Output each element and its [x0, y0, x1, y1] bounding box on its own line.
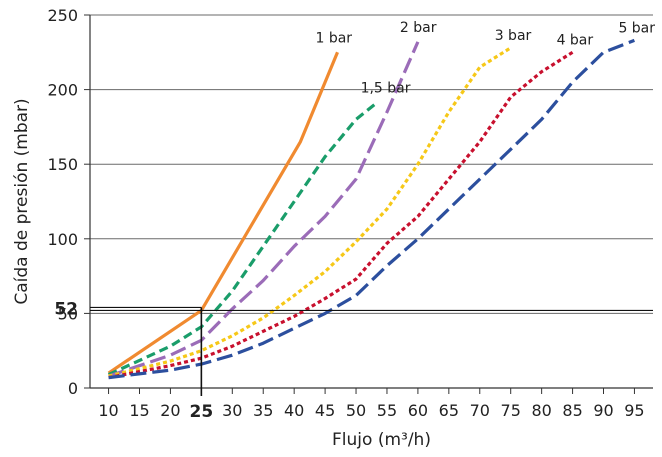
x-tick-label: 45	[315, 401, 335, 420]
series-line-1	[107, 51, 339, 375]
series-labels: 1 bar 1,5 bar 2 bar 3 bar 4 bar 5 bar	[315, 20, 655, 97]
series-label-6: 5 bar	[618, 20, 655, 36]
y-tick-labels: 0 50 100 150 200 250 52	[47, 6, 78, 398]
series-line-6	[108, 38, 635, 380]
y-tick-label: 0	[68, 379, 78, 398]
y-tick-label: 200	[47, 81, 78, 100]
series-label-1: 1 bar	[315, 30, 352, 46]
series-line-5	[108, 50, 574, 380]
x-tick-labels: 10 15 20 30 35 40 45 50 55 60 65 70 75 80 85 90 95 25	[98, 401, 644, 422]
x-tick-label: 55	[377, 401, 397, 420]
x-tick-label: 80	[531, 401, 551, 420]
x-tick-label: 70	[470, 401, 490, 420]
x-tick-label: 95	[624, 401, 644, 420]
x-tick-label: 20	[160, 401, 180, 420]
x-tick-label: 10	[98, 401, 118, 420]
series-label-4: 3 bar	[495, 28, 532, 44]
x-tick-label: 15	[129, 401, 149, 420]
axes	[84, 14, 653, 394]
x-axis-title: Flujo (m³/h)	[332, 430, 431, 450]
x-tick-label: 65	[439, 401, 459, 420]
highlight-y-label: 52	[54, 299, 78, 319]
highlight-lines	[90, 306, 653, 396]
series-label-3: 2 bar	[400, 20, 437, 36]
y-tick-label: 250	[47, 6, 78, 25]
x-tick-label: 50	[346, 401, 366, 420]
x-tick-label: 85	[562, 401, 582, 420]
y-tick-label: 100	[47, 230, 78, 249]
series-line-4	[108, 46, 512, 378]
x-tick-label: 90	[593, 401, 613, 420]
x-tick-label: 30	[222, 401, 242, 420]
x-tick-label: 60	[408, 401, 428, 420]
y-tick-label: 50	[58, 304, 78, 323]
series-lines	[107, 38, 635, 380]
series-label-5: 4 bar	[557, 32, 594, 48]
x-tick-label: 35	[253, 401, 273, 420]
x-tick-label: 75	[501, 401, 521, 420]
x-tick-label: 40	[284, 401, 304, 420]
gridlines	[90, 14, 653, 314]
y-tick-label: 150	[47, 155, 78, 174]
series-line-3	[108, 41, 420, 378]
highlight-x-label: 25	[190, 402, 214, 422]
series-label-2: 1,5 bar	[361, 81, 411, 97]
y-axis-title: Caída de presión (mbar)	[12, 98, 32, 304]
